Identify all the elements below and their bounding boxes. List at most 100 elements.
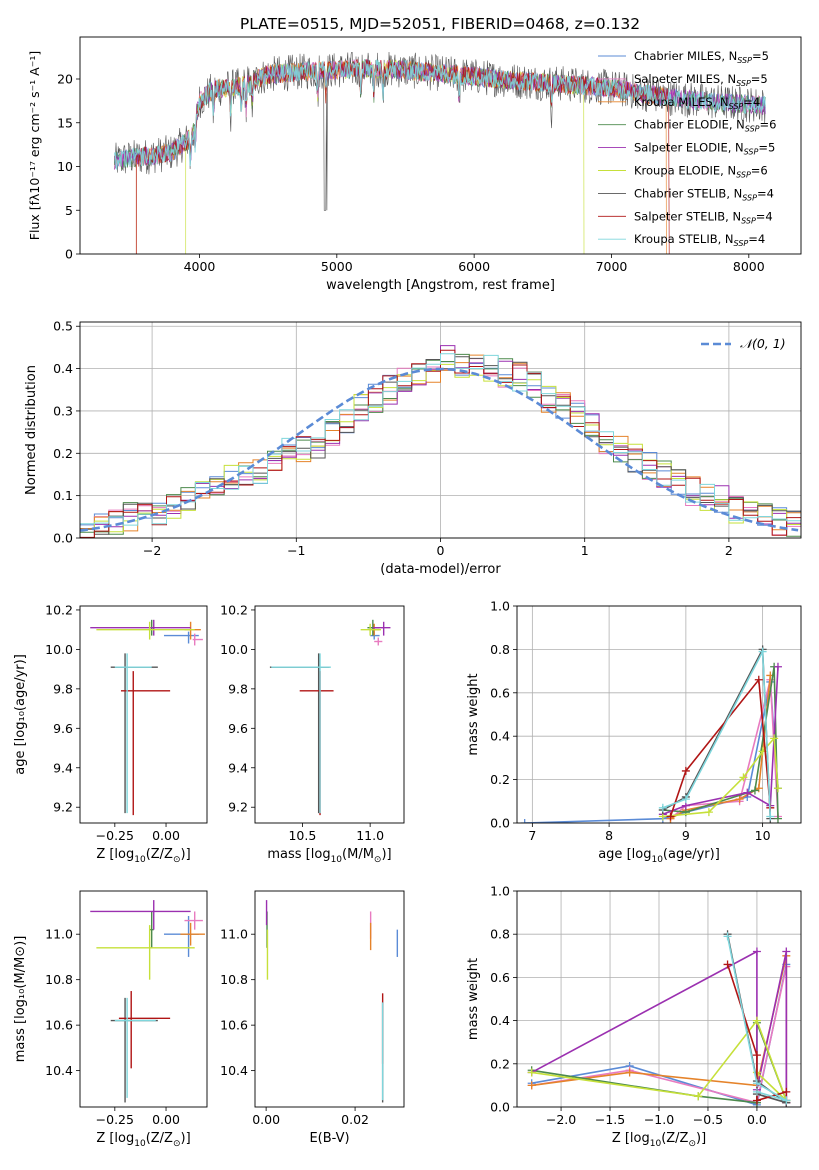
y-tick-label: 0.4 [53, 361, 73, 376]
legend-label: 𝒩(0, 1) [740, 336, 786, 351]
y-tick-label: 0.2 [490, 772, 510, 787]
x-tick-label: −2 [143, 543, 161, 558]
x-tick-label: 11.0 [356, 828, 384, 843]
x-tick-label: −1.5 [595, 1112, 625, 1127]
y-tick-label: 10.8 [45, 972, 73, 987]
data-point-marker [527, 1081, 536, 1090]
y-tick-label: 10.4 [220, 1063, 248, 1078]
legend-label: Chabrier STELIB, NSSP=4 [634, 186, 774, 202]
x-tick-label: −0.25 [96, 1112, 134, 1127]
y-tick-label: 10.8 [220, 972, 248, 987]
y-tick-label: 0.8 [490, 927, 510, 942]
data-point-marker [750, 786, 759, 795]
errorbar-salpeter_elodie [372, 621, 391, 636]
y-tick-label: 0.5 [53, 319, 73, 334]
histogram-kroupa_miles [80, 354, 801, 532]
x-tick-label: 0.02 [341, 1112, 369, 1127]
x-axis-label: E(B-V) [309, 1131, 349, 1146]
data-point-marker [681, 795, 690, 804]
x-tick-label: 0 [437, 543, 445, 558]
y-tick-label: 10.6 [220, 1018, 248, 1033]
errorbar-kroupa_stelib [114, 997, 156, 1098]
axes-frame [254, 890, 405, 1108]
y-tick-label: 11.0 [45, 927, 73, 942]
axes-age_vs_mass: 10.5 11.0 9.2 9.4 9.6 9.8 10.0 10.2 mass [log10(… [220, 602, 405, 865]
data-point-marker [704, 808, 713, 817]
legend-label: Kroupa MILES, NSSP=4 [634, 95, 760, 111]
errorbar-kroupa_elodie [96, 925, 195, 980]
legend-label: Kroupa STELIB, NSSP=4 [634, 232, 765, 248]
y-axis-label: mass weight [466, 958, 481, 1040]
plot-area-residuals [80, 345, 801, 538]
axes-frame [254, 605, 405, 824]
y-tick-label: 0.3 [53, 403, 73, 418]
legend-label: Kroupa ELODIE, NSSP=6 [634, 164, 768, 180]
x-tick-label: 0.0 [747, 1112, 767, 1127]
y-tick-label: 9.2 [228, 800, 248, 815]
series-line [726, 936, 787, 1102]
y-tick-label: 0.0 [490, 816, 510, 831]
data-point-marker [681, 766, 690, 775]
y-tick-label: 9.8 [53, 681, 73, 696]
data-point-marker [752, 1051, 761, 1060]
data-point-marker [754, 675, 763, 684]
y-tick-label: 10.0 [45, 642, 73, 657]
x-axis-label: Z [log10(Z/Z⊙)] [96, 1131, 190, 1149]
y-tick-label: 0.6 [490, 685, 510, 700]
y-axis-label: mass weight [466, 673, 481, 755]
data-point-marker [739, 773, 748, 782]
x-tick-label: 7 [528, 828, 536, 843]
plot-area-mass_vs_ebv [265, 900, 399, 1103]
figure-title: PLATE=0515, MJD=52051, FIBERID=0468, z=0… [240, 15, 640, 33]
x-tick-label: 9 [682, 828, 690, 843]
y-tick-label: 9.4 [53, 760, 73, 775]
legend-label: Salpeter MILES, NSSP=5 [634, 72, 768, 88]
series-kroupa_elodie [658, 734, 782, 821]
axes-frame [79, 36, 802, 255]
axes-frame [79, 890, 208, 1108]
x-tick-label: 1 [581, 543, 589, 558]
errorbar-kroupa_miles [180, 922, 205, 946]
y-tick-label: 11.0 [220, 927, 248, 942]
y-tick-label: 9.6 [53, 721, 73, 736]
axes-frame [516, 890, 802, 1108]
legend-label: Salpeter STELIB, NSSP=4 [634, 209, 773, 225]
x-axis-label: Z [log10(Z/Z⊙)] [96, 847, 190, 865]
y-tick-label: 9.8 [228, 681, 248, 696]
y-axis-label: age [log₁₀(age/yr)] [13, 654, 28, 775]
data-point-marker [743, 788, 752, 797]
x-axis-label: mass [log10(M/M⊙)] [267, 847, 391, 865]
series-line [662, 736, 779, 818]
data-point-marker [694, 1092, 703, 1101]
data-point-marker [773, 662, 782, 671]
series-kroupa_stelib [658, 647, 775, 821]
x-tick-label: 6000 [458, 259, 490, 274]
y-tick-label: 0.0 [53, 531, 73, 546]
y-tick-label: 1.0 [490, 884, 510, 899]
data-point-marker [752, 1016, 761, 1025]
errorbar-salpeter_elodie [90, 619, 191, 636]
data-point-marker [773, 784, 782, 793]
x-tick-label: 5000 [321, 259, 353, 274]
y-tick-label: 1.0 [490, 599, 510, 614]
y-tick-label: 15 [57, 115, 73, 130]
x-tick-label: −0.5 [693, 1112, 723, 1127]
x-tick-label: 8 [605, 828, 613, 843]
y-tick-label: 10.2 [220, 602, 248, 617]
x-tick-label: −0.25 [96, 828, 134, 843]
errorbar-kroupa_stelib [114, 653, 152, 814]
y-tick-label: 5 [65, 203, 73, 218]
y-tick-label: 20 [57, 72, 73, 87]
data-point-marker [735, 795, 744, 804]
plot-area-spectrum [113, 51, 766, 254]
x-tick-label: 4000 [184, 259, 216, 274]
normal-distribution-curve [80, 367, 799, 532]
axes-frame [79, 605, 208, 824]
x-tick-label: −1.0 [644, 1112, 674, 1127]
x-tick-label: 10 [755, 828, 771, 843]
data-point-marker [766, 812, 775, 821]
y-tick-label: 0.2 [53, 446, 73, 461]
axes-spectrum: 4000 5000 6000 7000 8000 0 5 10 15 20 wavelength [… [27, 36, 802, 293]
plot-area-age_vs_Z [90, 619, 203, 816]
